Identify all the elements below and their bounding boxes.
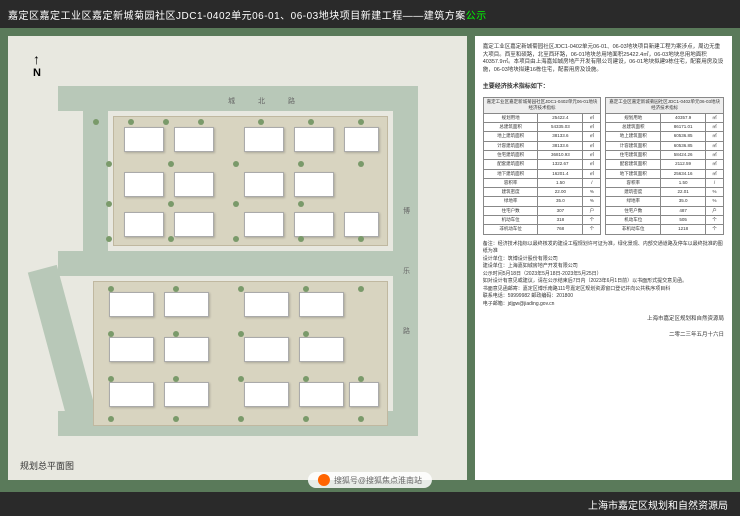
- data-table-1: 嘉定工业区嘉定新城菊园社区JDC1-0402单元06-01地块经济技术指标规划用…: [483, 97, 602, 234]
- building: [349, 382, 379, 407]
- building: [174, 172, 214, 197]
- north-indicator: N: [33, 51, 41, 79]
- building: [294, 212, 334, 237]
- building: [164, 337, 209, 362]
- header-bar: 嘉定区嘉定工业区嘉定新城菊园社区JDC1-0402单元06-01、06-03地块…: [0, 0, 740, 28]
- info-panel: 嘉定工业区嘉定新城菊园社区JDC1-0402单元06-01、06-03地块项目新…: [475, 36, 732, 480]
- building: [124, 127, 164, 152]
- building: [124, 212, 164, 237]
- watermark: 搜狐号@搜狐焦点淮南站: [308, 472, 432, 488]
- building: [109, 337, 154, 362]
- road-north: [58, 86, 418, 111]
- signature-date: 二零二三年五月十六日: [483, 332, 724, 340]
- building: [244, 127, 284, 152]
- site-plan: 城 北 路 博 乐 路: [58, 86, 418, 436]
- building: [174, 127, 214, 152]
- building: [294, 172, 334, 197]
- building: [164, 292, 209, 317]
- plot-06-01: [113, 116, 388, 246]
- road-label-1: 城: [228, 96, 235, 106]
- data-table-2: 嘉定工业区嘉定新城菊园社区JDC1-0402单元06-03地块经济技术指标规划用…: [605, 97, 724, 234]
- building: [164, 382, 209, 407]
- page-container: 嘉定区嘉定工业区嘉定新城菊园社区JDC1-0402单元06-01、06-03地块…: [0, 0, 740, 516]
- building: [244, 212, 284, 237]
- building: [244, 337, 289, 362]
- road-label-2: 北: [258, 96, 265, 106]
- building: [124, 172, 164, 197]
- road-label-6: 路: [403, 326, 410, 336]
- road-label-5: 乐: [403, 266, 410, 276]
- road-diagonal: [28, 265, 98, 427]
- tables-container: 嘉定工业区嘉定新城菊园社区JDC1-0402单元06-01地块经济技术指标规划用…: [483, 97, 724, 234]
- building: [244, 292, 289, 317]
- building: [294, 127, 334, 152]
- watermark-text: 搜狐号@搜狐焦点淮南站: [334, 475, 422, 486]
- building: [299, 337, 344, 362]
- building: [344, 212, 379, 237]
- road-label-4: 博: [403, 206, 410, 216]
- road-mid: [58, 251, 418, 276]
- road-east: [393, 86, 418, 436]
- building: [244, 172, 284, 197]
- sohu-icon: [318, 474, 330, 486]
- site-plan-panel: N 城 北 路 博 乐 路 规划总平面图: [8, 36, 467, 480]
- building: [244, 382, 289, 407]
- footer-bar: 上海市嘉定区规划和自然资源局: [0, 492, 740, 516]
- building: [109, 292, 154, 317]
- description: 嘉定工业区嘉定新城菊园社区JDC1-0402单元06-01、06-03地块项目新…: [483, 44, 724, 75]
- header-title: 嘉定区嘉定工业区嘉定新城菊园社区JDC1-0402单元06-01、06-03地块…: [8, 7, 487, 22]
- building: [344, 127, 379, 152]
- plan-label: 规划总平面图: [20, 459, 74, 472]
- content-area: N 城 北 路 博 乐 路 规划总平面图 嘉定工业区嘉定新城菊园社区JDC1-0…: [0, 28, 740, 488]
- notes-section: 备注：经济技术指标以最终核发的建设工程规划许可证为准，绿化景观、内部交通道路及停…: [483, 241, 724, 309]
- building: [174, 212, 214, 237]
- footer-text: 上海市嘉定区规划和自然资源局: [588, 497, 728, 512]
- building: [299, 382, 344, 407]
- title-prefix: 嘉定区嘉定工业区嘉定新城菊园社区JDC1-0402单元06-01、06-03地块…: [8, 11, 466, 22]
- building: [109, 382, 154, 407]
- building: [299, 292, 344, 317]
- indicator-subtitle: 主要经济技术指标如下：: [483, 83, 724, 91]
- title-highlight: 公示: [466, 11, 487, 22]
- signature-org: 上海市嘉定区规划和自然资源局: [483, 316, 724, 324]
- road-label-3: 路: [288, 96, 295, 106]
- plot-06-03: [93, 281, 388, 426]
- road-west-upper: [83, 86, 108, 256]
